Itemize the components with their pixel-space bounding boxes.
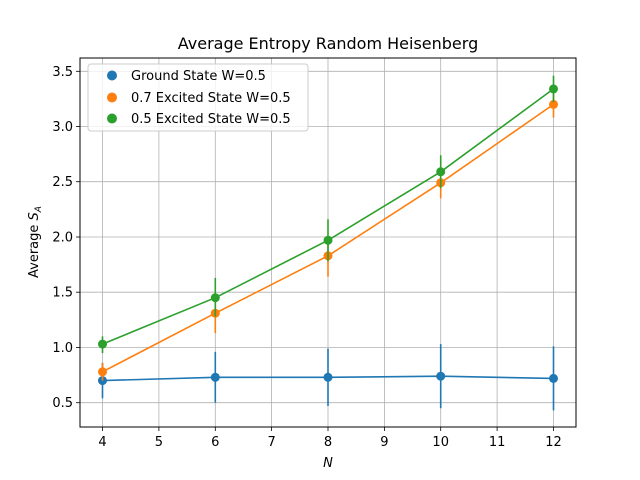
x-tick-label: 7 — [267, 435, 275, 450]
x-tick-label: 4 — [98, 435, 106, 450]
data-point — [436, 167, 446, 177]
data-point — [549, 84, 558, 94]
legend-marker-0.5-excited-state — [107, 113, 117, 124]
data-point — [98, 339, 107, 349]
y-axis-label-prefix: Average — [27, 220, 42, 278]
x-tick-label: 6 — [211, 435, 219, 450]
x-tick-label: 11 — [489, 435, 506, 450]
y-tick-label: 2.0 — [52, 231, 73, 246]
data-point — [323, 372, 333, 382]
data-point — [210, 293, 220, 303]
x-tick-label: 8 — [324, 435, 332, 450]
x-tick-label: 9 — [380, 435, 388, 450]
x-tick-label: 10 — [432, 435, 449, 450]
data-point — [210, 372, 220, 382]
chart-title: Average Entropy Random Heisenberg — [178, 34, 478, 53]
x-tick-label: 12 — [545, 435, 562, 450]
y-axis-label-symbol: S — [27, 212, 42, 220]
data-point — [549, 99, 558, 109]
series-0 — [98, 344, 558, 411]
axis-ticks: 4 5 6 7 8 9 10 11 12 0.5 1.0 1.5 2.0 2.5 3.0 3.5 — [52, 65, 561, 450]
y-tick-label: 3.0 — [52, 120, 73, 135]
y-tick-label: 1.5 — [52, 286, 73, 301]
data-point — [323, 235, 333, 245]
y-axis-label: Average SA — [27, 206, 44, 278]
legend-marker-0.7-excited-state — [107, 92, 117, 103]
legend-box — [87, 63, 309, 132]
y-tick-label: 3.5 — [52, 65, 73, 80]
y-tick-label: 2.5 — [52, 175, 73, 190]
y-tick-label: 1.0 — [52, 341, 73, 356]
y-tick-label: 0.5 — [52, 396, 73, 411]
legend-label-0.7-excited-state: 0.7 Excited State W=0.5 — [131, 91, 291, 106]
data-point — [98, 367, 107, 377]
legend-marker-ground-state — [107, 70, 117, 81]
y-axis-label-subscript: A — [34, 206, 44, 213]
x-axis-label: N — [323, 456, 333, 471]
legend: Ground State W=0.5 0.7 Excited State W=0… — [87, 63, 309, 132]
legend-label-0.5-excited-state: 0.5 Excited State W=0.5 — [131, 112, 291, 127]
plot-series — [98, 75, 558, 411]
x-tick-label: 5 — [155, 435, 163, 450]
data-point — [436, 371, 446, 381]
data-point — [549, 373, 558, 383]
series-2 — [98, 75, 558, 353]
legend-label-ground-state: Ground State W=0.5 — [131, 69, 266, 84]
